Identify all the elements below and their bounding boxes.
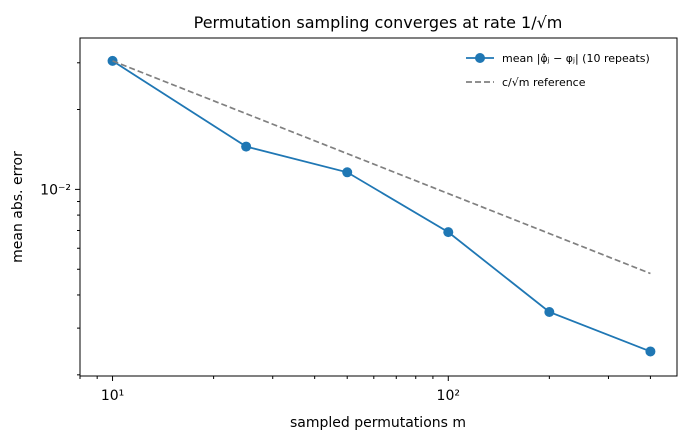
legend-label: c/√m reference [502,76,586,89]
x-tick-label: 10² [437,388,460,404]
x-tick-label: 10¹ [101,388,124,404]
plot-frame [79,37,678,377]
series-line-error [112,60,651,353]
series-line-reference [112,60,651,275]
data-point [544,307,555,318]
data-point [443,227,454,238]
data-point [107,55,118,66]
x-axis: 10¹ 10² [79,376,651,404]
series-layer [107,55,656,357]
legend: mean |φ̂ⱼ − φⱼ| (10 repeats) c/√m referen… [466,52,650,89]
data-point [241,141,252,152]
y-axis-label: mean abs. error [10,151,26,263]
y-tick-label: 10⁻² [40,182,71,198]
legend-marker [475,53,485,63]
y-axis: 10⁻² [40,62,80,376]
legend-label: mean |φ̂ⱼ − φⱼ| (10 repeats) [502,52,650,65]
x-axis-label: sampled permutations m [290,415,466,431]
data-point [645,346,656,357]
data-point [342,167,353,178]
chart-title: Permutation sampling converges at rate 1… [194,13,563,32]
